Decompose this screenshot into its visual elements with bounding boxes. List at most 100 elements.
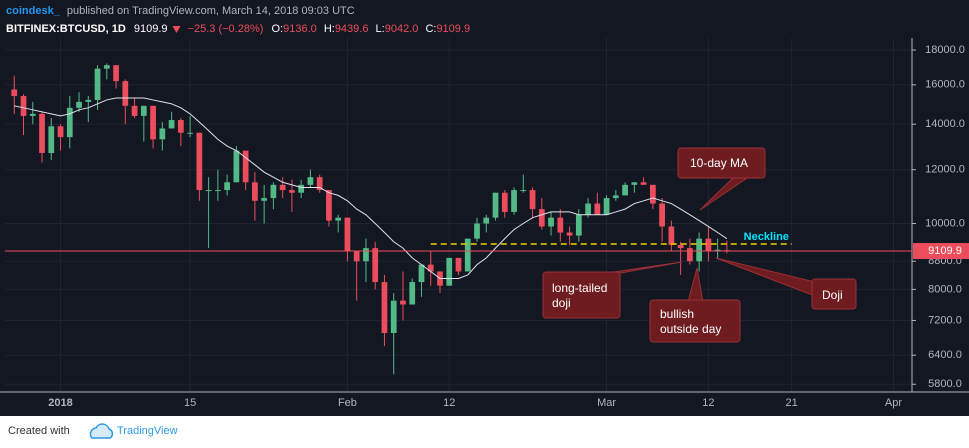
callout: bullish outside day bbox=[649, 267, 741, 343]
x-tick-label: 12 bbox=[702, 397, 714, 409]
candle-body bbox=[474, 223, 480, 239]
ohlc-value: 9439.6 bbox=[335, 23, 369, 35]
candle-body bbox=[307, 177, 314, 185]
x-tick-label: Feb bbox=[338, 397, 357, 409]
candle-body bbox=[353, 251, 360, 262]
candle-body bbox=[122, 81, 129, 106]
candle-body bbox=[409, 282, 416, 305]
logo bbox=[89, 423, 114, 439]
y-tick-label: 12000.0 bbox=[925, 164, 965, 176]
x-tick-label: Mar bbox=[597, 397, 616, 409]
candle-body bbox=[66, 107, 73, 138]
published: published on TradingView.com, March 14, … bbox=[67, 5, 355, 17]
ohlc-key: C: bbox=[425, 23, 436, 35]
header-line: coindesk_ published on TradingView.com, … bbox=[6, 5, 355, 17]
symbol: BITFINEX:BTCUSD, 1D bbox=[6, 23, 126, 35]
candle-body bbox=[418, 264, 425, 283]
candle-body bbox=[501, 192, 508, 212]
x-tick-label: 2018 bbox=[48, 397, 72, 409]
background bbox=[0, 0, 969, 416]
y-tick-label: 14000.0 bbox=[925, 118, 965, 130]
annotation: Doji bbox=[822, 288, 843, 302]
annotation: outside day bbox=[660, 322, 721, 336]
candle-body bbox=[270, 184, 277, 199]
brand[interactable]: TradingView bbox=[117, 425, 178, 437]
candle-body bbox=[612, 195, 619, 199]
candle-body bbox=[705, 238, 712, 252]
candle-body bbox=[483, 217, 490, 224]
candle-body bbox=[39, 113, 45, 153]
y-tick-label: 7200.0 bbox=[928, 314, 962, 326]
candle-body bbox=[631, 182, 638, 185]
candle-body bbox=[640, 182, 647, 185]
footer-text: Created with bbox=[8, 425, 70, 437]
candle-body bbox=[446, 257, 453, 286]
candle-body bbox=[548, 217, 554, 227]
ohlc-value: 9136.0 bbox=[283, 23, 317, 35]
y-tick-label: 5800.0 bbox=[928, 378, 962, 390]
candle-body bbox=[187, 132, 193, 134]
candle-body bbox=[335, 217, 342, 221]
y-tick-label: 8000.0 bbox=[928, 283, 962, 295]
candle-body bbox=[57, 126, 64, 138]
x-tick-label: 15 bbox=[184, 397, 196, 409]
candle-body bbox=[464, 238, 471, 272]
candle-body bbox=[381, 282, 388, 334]
candle-body bbox=[131, 105, 138, 116]
candle-body bbox=[103, 65, 110, 69]
candle-body bbox=[575, 214, 582, 236]
candle-body bbox=[511, 190, 517, 212]
plot-area bbox=[5, 38, 912, 392]
candle-body bbox=[140, 105, 147, 116]
candle-body bbox=[168, 120, 175, 129]
x-tick-label: 12 bbox=[443, 397, 455, 409]
y-tick-label: 18000.0 bbox=[925, 44, 965, 56]
candle-body bbox=[261, 198, 268, 201]
last-price-box bbox=[913, 243, 969, 260]
candle-body bbox=[529, 190, 536, 210]
annotation: doji bbox=[552, 296, 571, 310]
candle-body bbox=[242, 150, 249, 183]
candle-body bbox=[150, 105, 156, 140]
ohlc-key: O: bbox=[271, 23, 283, 35]
symbol-line: BITFINEX:BTCUSD, 1D 9109.9 −25.3 (−0.28%… bbox=[6, 23, 470, 35]
change: −25.3 (−0.28%) bbox=[188, 23, 264, 35]
candle-body bbox=[390, 300, 397, 334]
candle-body bbox=[687, 248, 693, 262]
last-price-label: 9109.9 bbox=[928, 245, 962, 257]
candle-body bbox=[252, 182, 258, 201]
candle-body bbox=[85, 99, 92, 102]
candle-body bbox=[557, 217, 564, 233]
candle-body bbox=[455, 257, 462, 272]
ohlc-key: H: bbox=[324, 23, 335, 35]
y-tick-label: 16000.0 bbox=[925, 79, 965, 91]
candle-body bbox=[585, 203, 591, 215]
candle-body bbox=[400, 300, 406, 305]
annotation: long-tailed bbox=[552, 281, 607, 295]
price: 9109.9 bbox=[134, 23, 168, 35]
ohlc-value: 9109.9 bbox=[436, 23, 470, 35]
moving-average bbox=[14, 97, 728, 279]
candle-body bbox=[316, 177, 323, 191]
candle-body bbox=[94, 68, 101, 100]
candle-body bbox=[622, 184, 628, 196]
candle-body bbox=[696, 238, 703, 262]
ohlc-value: 9042.0 bbox=[385, 23, 419, 35]
candle-body bbox=[326, 190, 332, 221]
candle-body bbox=[177, 120, 184, 133]
candle-body bbox=[224, 182, 230, 191]
author[interactable]: coindesk_ bbox=[6, 5, 61, 17]
candle-body bbox=[372, 248, 379, 283]
candle-body bbox=[603, 198, 610, 215]
candle-body bbox=[363, 248, 369, 262]
candle-body bbox=[298, 184, 305, 193]
callout: Doji bbox=[715, 257, 857, 310]
ohlc-key: L: bbox=[376, 23, 385, 35]
candle-body bbox=[29, 113, 36, 116]
neckline-label: Neckline bbox=[744, 231, 789, 243]
candle-body bbox=[159, 128, 166, 140]
candle-body bbox=[76, 101, 82, 108]
candle-body bbox=[205, 190, 212, 192]
candle-body bbox=[427, 264, 434, 272]
